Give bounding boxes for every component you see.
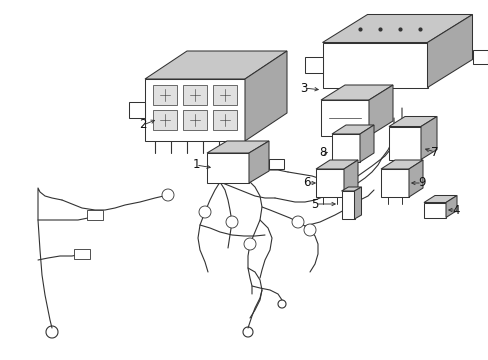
Text: 5: 5 — [311, 198, 318, 211]
Polygon shape — [341, 187, 361, 191]
Bar — [183, 110, 206, 130]
Circle shape — [225, 216, 238, 228]
Bar — [213, 110, 237, 130]
Polygon shape — [427, 14, 471, 87]
Polygon shape — [341, 191, 354, 219]
Polygon shape — [388, 126, 420, 159]
Polygon shape — [244, 51, 286, 141]
Circle shape — [199, 206, 210, 218]
Polygon shape — [408, 160, 422, 197]
Bar — [183, 85, 206, 105]
Polygon shape — [388, 117, 436, 126]
Polygon shape — [304, 57, 322, 73]
Polygon shape — [129, 102, 145, 118]
Text: 4: 4 — [451, 203, 459, 216]
Polygon shape — [343, 160, 357, 197]
Polygon shape — [320, 85, 392, 100]
Polygon shape — [331, 134, 359, 162]
Polygon shape — [268, 159, 284, 170]
Text: 6: 6 — [303, 176, 310, 189]
Bar — [153, 85, 177, 105]
Polygon shape — [206, 141, 268, 153]
Polygon shape — [322, 14, 471, 42]
Polygon shape — [471, 50, 487, 64]
Text: 8: 8 — [319, 147, 326, 159]
Text: 3: 3 — [300, 81, 307, 94]
Polygon shape — [315, 169, 343, 197]
Polygon shape — [380, 169, 408, 197]
Bar — [213, 85, 237, 105]
Text: 1: 1 — [192, 158, 199, 171]
Polygon shape — [320, 100, 368, 136]
Polygon shape — [331, 125, 373, 134]
Circle shape — [291, 216, 304, 228]
Polygon shape — [359, 125, 373, 162]
Polygon shape — [445, 195, 456, 217]
FancyBboxPatch shape — [87, 210, 103, 220]
Polygon shape — [380, 160, 422, 169]
Bar — [153, 110, 177, 130]
Polygon shape — [322, 42, 427, 87]
Polygon shape — [145, 79, 244, 141]
Polygon shape — [206, 153, 248, 183]
Circle shape — [244, 238, 256, 250]
Polygon shape — [145, 51, 286, 79]
Polygon shape — [354, 187, 361, 219]
Polygon shape — [423, 195, 456, 202]
Polygon shape — [248, 141, 268, 183]
Text: 9: 9 — [417, 176, 425, 189]
Polygon shape — [420, 117, 436, 159]
Text: 2: 2 — [139, 118, 146, 131]
Text: 7: 7 — [430, 145, 438, 158]
Polygon shape — [368, 85, 392, 136]
Polygon shape — [315, 160, 357, 169]
Circle shape — [162, 189, 174, 201]
FancyBboxPatch shape — [74, 249, 90, 259]
Polygon shape — [423, 202, 445, 217]
Circle shape — [304, 224, 315, 236]
